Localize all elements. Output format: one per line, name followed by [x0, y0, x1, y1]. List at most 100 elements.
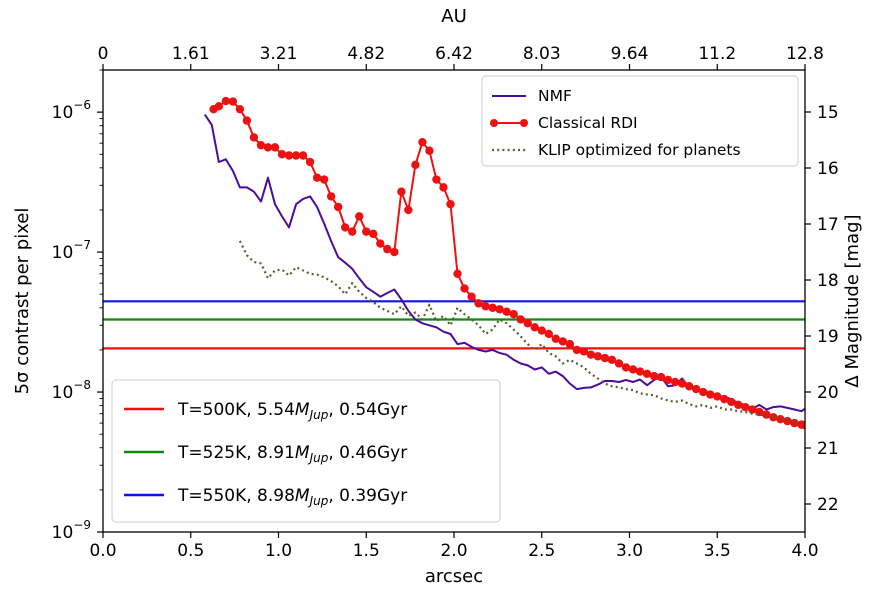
data-point — [397, 187, 406, 196]
data-point — [418, 137, 427, 147]
right-tick-label: 17 — [817, 215, 839, 235]
data-point — [621, 363, 631, 372]
x-tick-label: 4.0 — [791, 541, 818, 561]
data-point — [284, 151, 294, 160]
data-point — [460, 284, 469, 293]
data-point — [270, 143, 280, 152]
data-point — [776, 414, 785, 424]
data-point — [376, 239, 385, 248]
data-point — [291, 151, 301, 160]
data-point — [298, 151, 308, 160]
x-tick-label: 1.5 — [353, 541, 380, 561]
data-point — [558, 337, 568, 346]
right-axis-title: Δ Magnitude [mag] — [842, 214, 863, 387]
data-point — [614, 359, 624, 368]
top-tick-label: 9.64 — [611, 44, 649, 64]
data-point — [530, 323, 539, 332]
legend-label: NMF — [538, 87, 572, 105]
data-point — [677, 379, 687, 388]
data-point — [734, 400, 743, 410]
legend-marker — [490, 119, 498, 127]
y-axis-title: 5σ contrast per pixel — [12, 208, 33, 395]
data-point — [214, 102, 224, 111]
data-point — [432, 175, 441, 184]
x-tick-label: 2.0 — [440, 541, 467, 561]
data-point — [516, 315, 525, 324]
data-point — [502, 307, 511, 316]
data-point — [488, 303, 497, 312]
x-axis-title: arcsec — [425, 566, 483, 587]
legend-label: KLIP optimized for planets — [538, 141, 741, 159]
legend-label: Classical RDI — [538, 114, 638, 132]
y-tick-label: 10−9 — [52, 518, 91, 543]
data-point — [228, 97, 238, 106]
x-tick-label: 3.5 — [704, 541, 731, 561]
data-point — [607, 355, 617, 364]
data-point — [656, 372, 666, 382]
right-tick-label: 22 — [817, 495, 839, 515]
data-point — [509, 309, 518, 319]
right-tick-label: 18 — [817, 271, 839, 291]
right-tick-label: 20 — [817, 383, 839, 403]
x-tick-label: 0.0 — [89, 541, 116, 561]
data-point — [235, 104, 245, 114]
data-point — [411, 160, 420, 170]
top-tick-label: 6.42 — [435, 44, 473, 64]
y-tick-label: 10−8 — [52, 378, 91, 403]
data-point — [474, 299, 483, 308]
data-point — [699, 387, 708, 397]
data-point — [565, 339, 575, 349]
data-point — [523, 319, 532, 328]
data-point — [439, 183, 448, 192]
data-point — [256, 141, 266, 150]
data-point — [263, 143, 273, 152]
legend-marker — [520, 119, 528, 127]
legend-label: T=550K, 8.98MJup, 0.39Gyr — [177, 486, 407, 508]
data-point — [333, 202, 343, 212]
data-point — [319, 175, 329, 184]
data-point — [642, 369, 652, 379]
data-point — [362, 227, 371, 236]
data-point — [355, 212, 364, 221]
legend-models: T=500K, 5.54MJup, 0.54Gyr T=525K, 8.91MJu… — [111, 379, 501, 523]
right-tick-label: 15 — [817, 103, 839, 123]
data-point — [551, 334, 560, 344]
data-point — [600, 353, 610, 363]
top-axis-title: AU — [441, 6, 467, 27]
data-point — [544, 329, 553, 339]
data-point — [481, 302, 490, 311]
data-point — [221, 96, 231, 106]
data-point — [404, 205, 413, 215]
top-tick-label: 12.8 — [786, 44, 824, 64]
data-point — [369, 229, 378, 239]
data-point — [242, 116, 252, 125]
data-point — [326, 192, 336, 201]
data-point — [720, 394, 729, 404]
data-point — [748, 405, 757, 414]
data-point — [727, 397, 736, 407]
data-point — [670, 377, 680, 387]
data-point — [649, 371, 659, 381]
data-point — [453, 269, 462, 278]
legend-series: NMF Classical RDI KLIP optimized for plane… — [481, 75, 799, 167]
data-point — [635, 367, 645, 376]
right-tick-label: 19 — [817, 327, 839, 347]
data-point — [628, 365, 638, 374]
data-point — [467, 292, 476, 301]
data-point — [684, 382, 694, 391]
data-point — [348, 227, 357, 236]
data-point — [446, 199, 455, 209]
top-tick-label: 3.21 — [260, 44, 298, 64]
data-point — [277, 150, 287, 159]
data-point — [586, 350, 596, 359]
data-point — [495, 305, 504, 314]
x-tick-label: 1.0 — [265, 541, 292, 561]
top-tick-label: 1.61 — [172, 44, 210, 64]
data-point — [800, 420, 805, 430]
top-tick-label: 11.2 — [698, 44, 736, 64]
data-point — [383, 244, 392, 254]
legend-label: T=500K, 5.54MJup, 0.54Gyr — [177, 400, 407, 422]
plot-content — [103, 96, 805, 430]
legend-label: T=525K, 8.91MJup, 0.46Gyr — [177, 443, 407, 465]
